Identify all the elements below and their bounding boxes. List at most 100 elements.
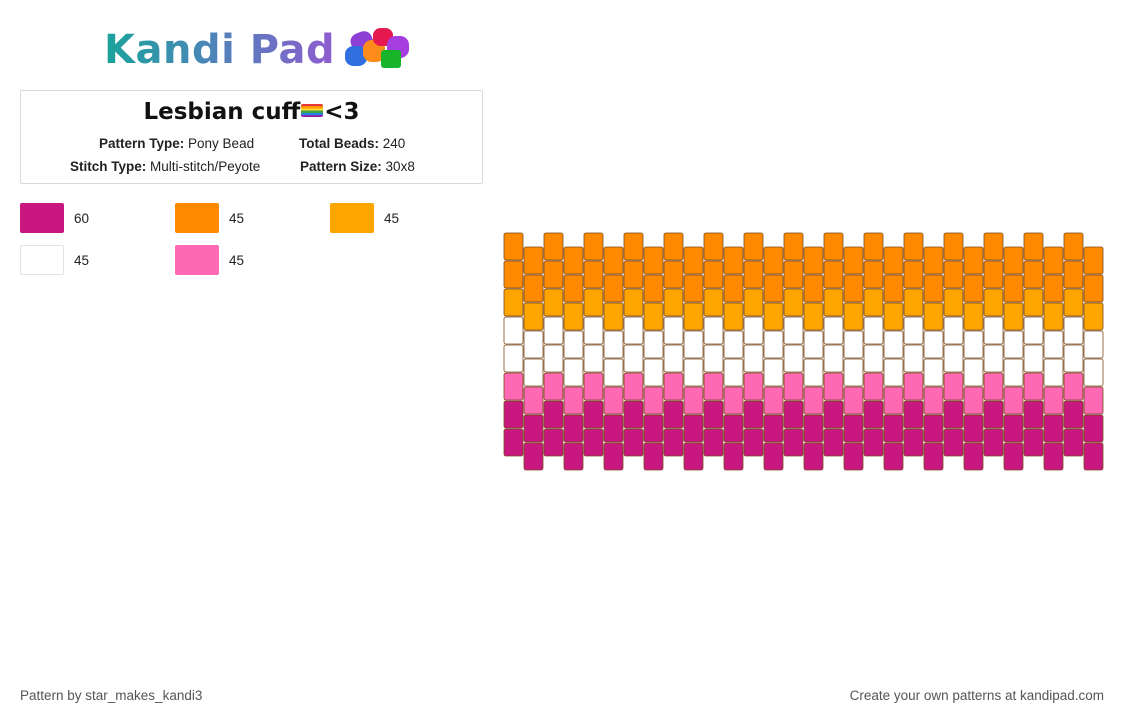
bead (803, 414, 824, 443)
bead (523, 274, 544, 303)
bead (943, 316, 964, 345)
bead (503, 372, 524, 401)
bead (1003, 386, 1024, 415)
bead (963, 442, 984, 471)
bead (663, 288, 684, 317)
bead (903, 232, 924, 261)
bead (803, 274, 824, 303)
bead (563, 442, 584, 471)
legend-item: 45 (175, 203, 244, 233)
bead (943, 400, 964, 429)
bead (903, 372, 924, 401)
bead (503, 288, 524, 317)
bead (843, 414, 864, 443)
bead (1063, 288, 1084, 317)
kandipad-logo[interactable]: Kandi Pad (104, 26, 419, 74)
bead (863, 288, 884, 317)
bead (943, 288, 964, 317)
bead (863, 372, 884, 401)
bead (883, 302, 904, 331)
bead (1083, 302, 1104, 331)
bead (643, 274, 664, 303)
bead (823, 372, 844, 401)
bead (803, 302, 824, 331)
bead (923, 274, 944, 303)
bead (1063, 400, 1084, 429)
bead (603, 386, 624, 415)
bead (803, 358, 824, 387)
bead (1003, 358, 1024, 387)
bead (603, 246, 624, 275)
bead (863, 260, 884, 289)
bead (1023, 232, 1044, 261)
bead (603, 302, 624, 331)
bead (863, 400, 884, 429)
bead (563, 274, 584, 303)
bead (783, 372, 804, 401)
bead (963, 330, 984, 359)
bead (723, 274, 744, 303)
bead (743, 344, 764, 373)
bead (863, 232, 884, 261)
bead (863, 344, 884, 373)
bead (563, 414, 584, 443)
bead (1043, 386, 1064, 415)
bead (523, 246, 544, 275)
logo-wordmark: Kandi Pad (104, 27, 336, 73)
bead (823, 288, 844, 317)
bead (543, 288, 564, 317)
bead (623, 260, 644, 289)
color-swatch (175, 245, 219, 275)
bead (723, 442, 744, 471)
rainbow-flag-icon (301, 104, 324, 117)
bead (783, 232, 804, 261)
bead (863, 428, 884, 457)
bead (643, 414, 664, 443)
pattern-title-text: Lesbian cuff (143, 99, 301, 125)
bead (503, 344, 524, 373)
bead (543, 316, 564, 345)
bead (723, 358, 744, 387)
bead (703, 344, 724, 373)
bead (1003, 330, 1024, 359)
pattern-credit: Pattern by star_makes_kandi3 (20, 688, 203, 703)
bead (903, 344, 924, 373)
bead (543, 428, 564, 457)
pattern-title-suffix: <3 (324, 99, 360, 125)
bead (603, 414, 624, 443)
bead (783, 400, 804, 429)
bead (503, 232, 524, 261)
bead (743, 316, 764, 345)
bead (823, 400, 844, 429)
legend-item: 45 (330, 203, 399, 233)
bead (783, 344, 804, 373)
bead (643, 302, 664, 331)
bead (1063, 428, 1084, 457)
color-swatch (175, 203, 219, 233)
bead (983, 372, 1004, 401)
bead (503, 428, 524, 457)
bead (503, 400, 524, 429)
bead (863, 316, 884, 345)
bead (1063, 316, 1084, 345)
bead (803, 246, 824, 275)
bead (1023, 400, 1044, 429)
bead (1083, 246, 1104, 275)
bead (583, 232, 604, 261)
bead (1043, 330, 1064, 359)
color-swatch (20, 203, 64, 233)
pattern-size: Pattern Size: 30x8 (300, 159, 415, 174)
create-patterns-link[interactable]: Create your own patterns at kandipad.com (849, 688, 1104, 703)
bead (743, 400, 764, 429)
bead (543, 400, 564, 429)
bead (983, 316, 1004, 345)
bead (983, 344, 1004, 373)
bead (983, 232, 1004, 261)
total-beads: Total Beads: 240 (299, 136, 405, 151)
total-beads-label: Total Beads: (299, 136, 380, 151)
bead (723, 246, 744, 275)
bead (683, 414, 704, 443)
bead (943, 372, 964, 401)
bead (1023, 428, 1044, 457)
bead (683, 358, 704, 387)
